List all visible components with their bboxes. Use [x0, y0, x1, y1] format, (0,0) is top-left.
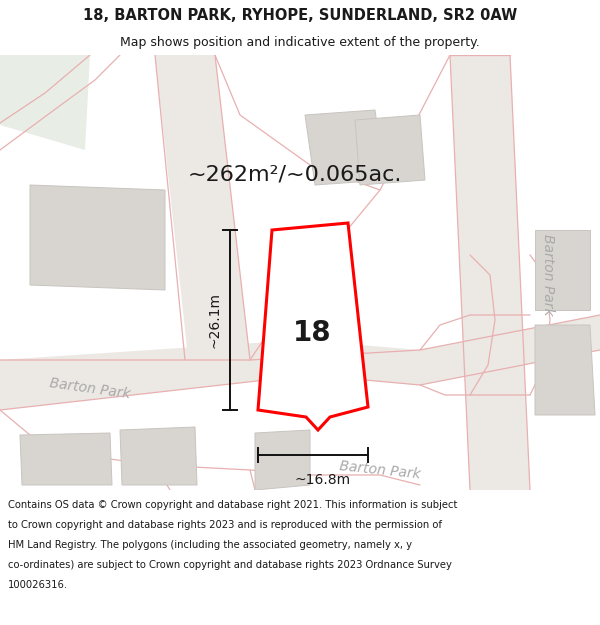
Text: HM Land Registry. The polygons (including the associated geometry, namely x, y: HM Land Registry. The polygons (includin…	[8, 540, 412, 550]
Text: Map shows position and indicative extent of the property.: Map shows position and indicative extent…	[120, 36, 480, 49]
Polygon shape	[0, 315, 600, 410]
Text: ~16.8m: ~16.8m	[295, 473, 351, 487]
Text: 18: 18	[293, 319, 331, 347]
Polygon shape	[535, 325, 595, 415]
Polygon shape	[355, 115, 425, 185]
Text: to Crown copyright and database rights 2023 and is reproduced with the permissio: to Crown copyright and database rights 2…	[8, 520, 442, 530]
Text: Contains OS data © Crown copyright and database right 2021. This information is : Contains OS data © Crown copyright and d…	[8, 500, 457, 510]
Polygon shape	[305, 110, 385, 185]
Text: 18, BARTON PARK, RYHOPE, SUNDERLAND, SR2 0AW: 18, BARTON PARK, RYHOPE, SUNDERLAND, SR2…	[83, 8, 517, 23]
Polygon shape	[120, 427, 197, 485]
Text: co-ordinates) are subject to Crown copyright and database rights 2023 Ordnance S: co-ordinates) are subject to Crown copyr…	[8, 560, 452, 570]
Polygon shape	[30, 185, 165, 290]
Text: Barton Park: Barton Park	[541, 234, 555, 316]
Polygon shape	[450, 55, 530, 490]
Polygon shape	[258, 223, 368, 430]
Polygon shape	[0, 55, 90, 150]
Polygon shape	[155, 55, 250, 375]
Text: 100026316.: 100026316.	[8, 580, 68, 590]
Polygon shape	[535, 230, 590, 310]
Text: Barton Park: Barton Park	[339, 459, 421, 481]
Polygon shape	[20, 433, 112, 485]
Text: ~262m²/~0.065ac.: ~262m²/~0.065ac.	[188, 165, 402, 185]
Polygon shape	[255, 430, 310, 490]
Text: Barton Park: Barton Park	[49, 376, 131, 402]
Text: ~26.1m: ~26.1m	[208, 292, 222, 348]
